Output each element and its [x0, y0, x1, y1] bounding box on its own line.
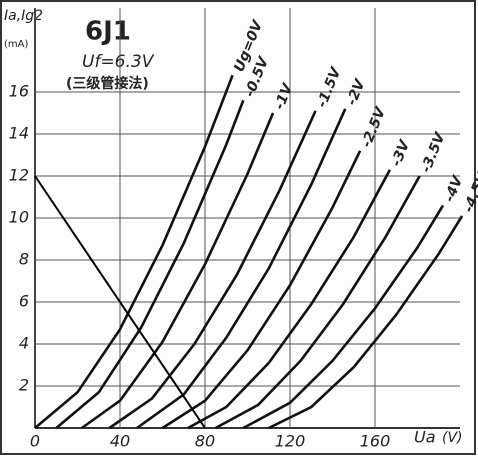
chart-subtitle: Uf=6.3V [82, 52, 155, 72]
curve [187, 169, 392, 430]
curve [108, 110, 317, 430]
x-tick-label: 0 [30, 432, 40, 451]
y-tick-label: 4 [19, 334, 29, 353]
y-tick-label: 14 [9, 124, 29, 143]
curve [34, 175, 206, 429]
x-axis-unit: (V) [442, 430, 463, 446]
curve [161, 150, 362, 430]
curve [136, 108, 347, 430]
chart-note: (三级管接法) [66, 75, 149, 92]
y-tick-label: 8 [19, 250, 29, 269]
curve [268, 215, 464, 430]
x-tick-label: 80 [195, 432, 215, 451]
curve [81, 112, 275, 430]
curve [214, 175, 421, 430]
y-tick-label: 10 [9, 208, 29, 227]
chart-title: 6J1 [85, 17, 131, 47]
y-tick-label: 6 [19, 292, 29, 311]
curve [34, 74, 234, 429]
x-tick-label: 120 [275, 432, 306, 451]
y-tick-label: 2 [19, 376, 29, 395]
curve [242, 204, 445, 430]
y-tick-label: 16 [9, 82, 29, 101]
y-axis-label: Ia,Ig2 [4, 8, 43, 24]
y-tick-label: 12 [9, 166, 29, 185]
x-tick-label: 40 [110, 432, 130, 451]
x-axis-label: Ua [414, 428, 436, 447]
y-axis-unit: (mA) [4, 39, 28, 50]
curve [55, 99, 245, 429]
x-tick-label: 160 [360, 432, 391, 451]
